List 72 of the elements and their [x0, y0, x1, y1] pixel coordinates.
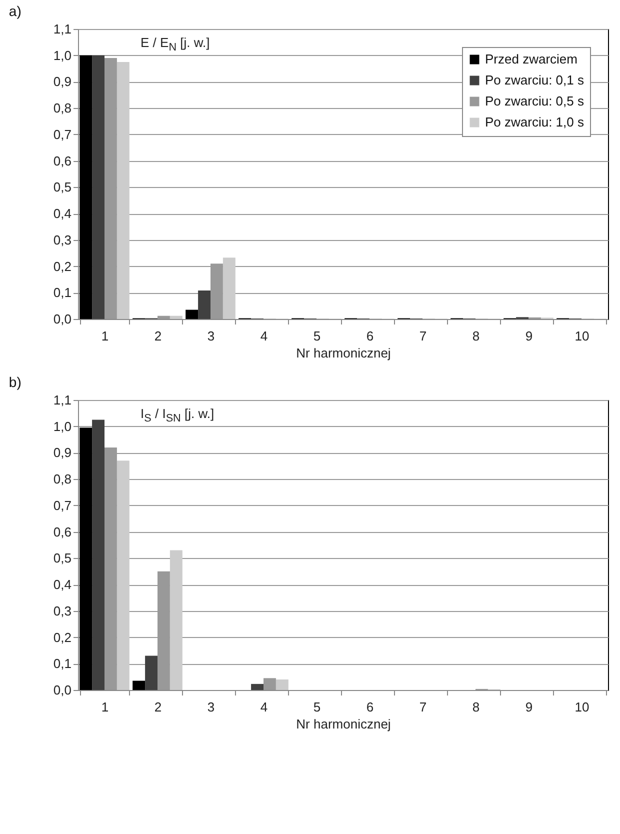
x-axis-title: Nr harmonicznej: [296, 346, 391, 360]
x-tick-label: 5: [313, 700, 321, 714]
bar: [264, 678, 276, 690]
y-tick-label: 0,1: [53, 285, 72, 300]
y-tick-label: 0,5: [53, 550, 72, 566]
bar: [104, 58, 117, 319]
x-tick-label: 8: [472, 700, 480, 714]
y-tick-label: 0,6: [53, 153, 72, 168]
bar: [170, 316, 182, 319]
legend-label: Po zwarciu: 1,0 s: [485, 114, 584, 130]
y-tick-label: 1,1: [53, 22, 72, 36]
chart-title: b): [8, 374, 22, 390]
x-tick-label: 9: [525, 700, 533, 714]
y-tick-label: 0,2: [53, 258, 72, 274]
x-tick-label: 3: [207, 700, 215, 714]
legend-label: Przed zwarciem: [485, 52, 578, 66]
bar: [80, 428, 92, 690]
y-tick-label: 0,7: [53, 498, 72, 513]
x-tick-label: 10: [574, 700, 590, 714]
bar: [198, 290, 210, 319]
y-tick-label: 0,7: [53, 126, 72, 142]
x-tick-label: 5: [313, 328, 321, 344]
y-tick-label: 1,1: [53, 392, 72, 408]
x-tick-label: 6: [366, 328, 374, 344]
y-tick-label: 0,8: [53, 472, 72, 487]
bar: [92, 420, 104, 690]
y-tick-label: 1,0: [53, 418, 72, 434]
bar: [276, 679, 288, 690]
y-tick-label: 0,1: [53, 656, 72, 672]
y-tick-label: 0,5: [53, 180, 72, 195]
bar: [116, 62, 130, 319]
y-tick-label: 0,4: [53, 577, 72, 592]
legend-label: Po zwarciu: 0,5 s: [485, 94, 584, 108]
x-tick-label: 6: [366, 700, 374, 714]
bar: [251, 684, 264, 690]
y-tick-label: 0,4: [53, 206, 72, 222]
y-tick-label: 0,2: [53, 630, 72, 645]
x-tick-label: 10: [574, 328, 590, 344]
bar: [92, 55, 104, 319]
x-tick-label: 7: [419, 328, 427, 344]
y-tick-label: 0,0: [53, 682, 72, 698]
y-axis-title: E / E$_{N}$ [j. w.]: [140, 34, 210, 54]
x-tick-label: 1: [101, 328, 109, 344]
bar: [186, 310, 198, 319]
bar: [132, 680, 146, 690]
bar: [116, 460, 130, 690]
legend-label: Po zwarciu: 0,1 s: [485, 72, 584, 88]
bar: [80, 55, 92, 319]
x-tick-label: 3: [207, 328, 215, 344]
y-axis-title: I$_{S}$ / I$_{SN}$ [j. w.]: [140, 406, 214, 424]
y-tick-label: 0,0: [53, 312, 72, 326]
bar: [158, 316, 170, 319]
x-tick-label: 7: [419, 700, 427, 714]
y-tick-label: 0,8: [53, 100, 72, 116]
x-axis-title: Nr harmonicznej: [296, 716, 391, 732]
bar: [170, 550, 182, 690]
x-tick-label: 4: [260, 328, 268, 344]
x-tick-label: 1: [101, 700, 109, 714]
x-tick-label: 2: [154, 700, 162, 714]
y-tick-label: 0,6: [53, 524, 72, 540]
y-tick-label: 0,9: [53, 74, 72, 90]
y-tick-label: 1,0: [53, 48, 72, 63]
bar: [145, 656, 158, 690]
y-tick-label: 0,9: [53, 445, 72, 460]
x-tick-label: 2: [154, 328, 162, 344]
x-tick-label: 9: [525, 328, 533, 344]
x-tick-label: 4: [260, 700, 268, 714]
chart-title: a): [8, 3, 22, 19]
y-tick-label: 0,3: [53, 603, 72, 618]
y-tick-label: 0,3: [53, 232, 72, 248]
bar: [222, 258, 236, 319]
x-tick-label: 8: [472, 328, 480, 344]
